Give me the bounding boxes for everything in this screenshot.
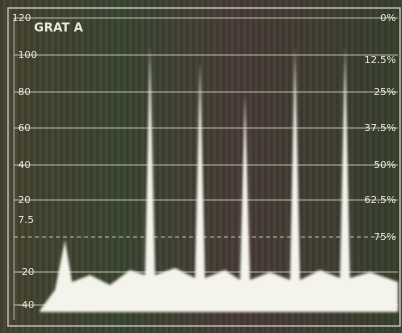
scale-label: 100 bbox=[18, 50, 37, 61]
scale-label: 120 bbox=[12, 13, 31, 24]
scale-label: 25% bbox=[374, 87, 396, 98]
scale-label: 0% bbox=[380, 13, 396, 24]
scale-label: 50% bbox=[374, 160, 396, 171]
waveform-screen: GRAT A 120 100 80 60 40 20 7.5 -20 -40 0… bbox=[0, 0, 402, 333]
page: GRAT A 120 100 80 60 40 20 7.5 -20 -40 0… bbox=[0, 0, 402, 333]
scale-label: 60 bbox=[18, 123, 31, 134]
scale-label: -20 bbox=[18, 267, 34, 278]
scale-label: 75% bbox=[374, 232, 396, 243]
scale-label: 7.5 bbox=[18, 215, 34, 226]
scale-label: -40 bbox=[18, 300, 34, 311]
scale-label: 80 bbox=[18, 87, 31, 98]
graticule-title: GRAT A bbox=[34, 21, 84, 35]
scale-label: 37.5% bbox=[364, 123, 396, 134]
scale-label: 12.5% bbox=[364, 55, 396, 66]
scale-label: 20 bbox=[18, 195, 31, 206]
scale-label: 62.5% bbox=[364, 195, 396, 206]
scale-label: 40 bbox=[18, 160, 31, 171]
